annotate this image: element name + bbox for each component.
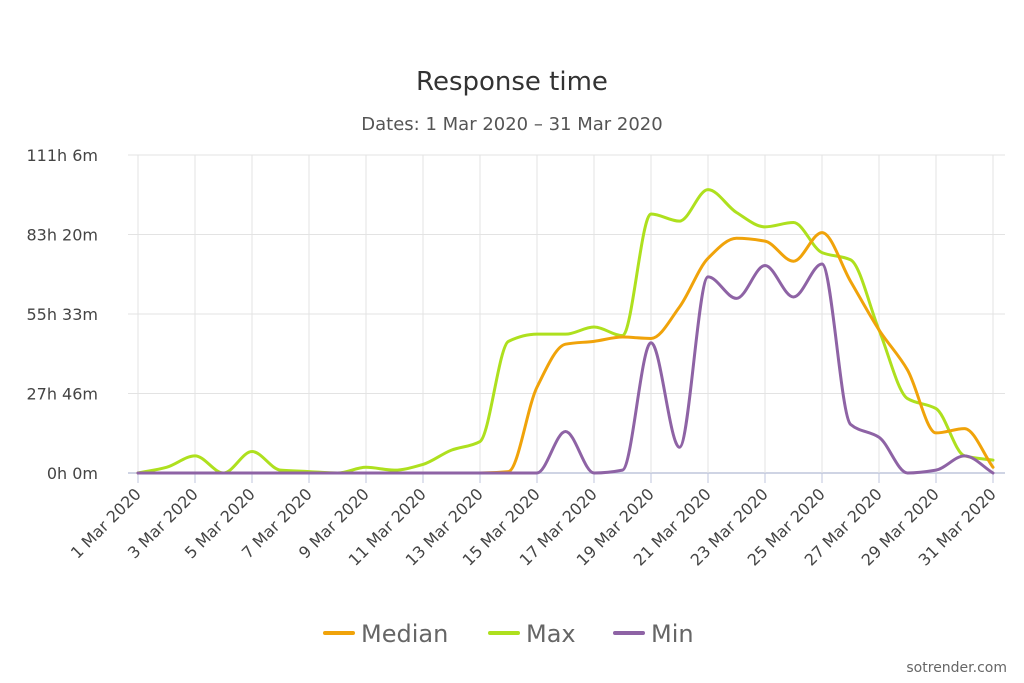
series-line-min <box>136 262 995 475</box>
chart-subtitle: Dates: 1 Mar 2020 – 31 Mar 2020 <box>361 114 662 135</box>
y-tick-label: 27h 46m <box>26 385 98 404</box>
y-tick-label: 55h 33m <box>26 305 98 324</box>
legend: Median Max Min <box>323 620 694 648</box>
plot-area <box>136 188 995 475</box>
legend-label: Median <box>361 620 448 648</box>
grid <box>128 154 1005 474</box>
legend-item-median[interactable]: Median <box>323 620 448 648</box>
legend-item-max[interactable]: Max <box>488 620 576 648</box>
series-line-median <box>136 231 995 475</box>
legend-item-min[interactable]: Min <box>613 620 694 648</box>
legend-label: Max <box>526 620 576 648</box>
y-tick-label: 0h 0m <box>47 464 98 483</box>
y-tick-label: 111h 6m <box>26 146 98 165</box>
legend-label: Min <box>651 620 694 648</box>
series-line-max <box>136 188 995 475</box>
chart-title: Response time <box>416 67 608 97</box>
y-axis: 0h 0m 27h 46m 55h 33m 83h 20m 111h 6m <box>26 146 98 483</box>
credit-text: sotrender.com <box>906 660 1007 676</box>
y-tick-label: 83h 20m <box>26 225 98 244</box>
